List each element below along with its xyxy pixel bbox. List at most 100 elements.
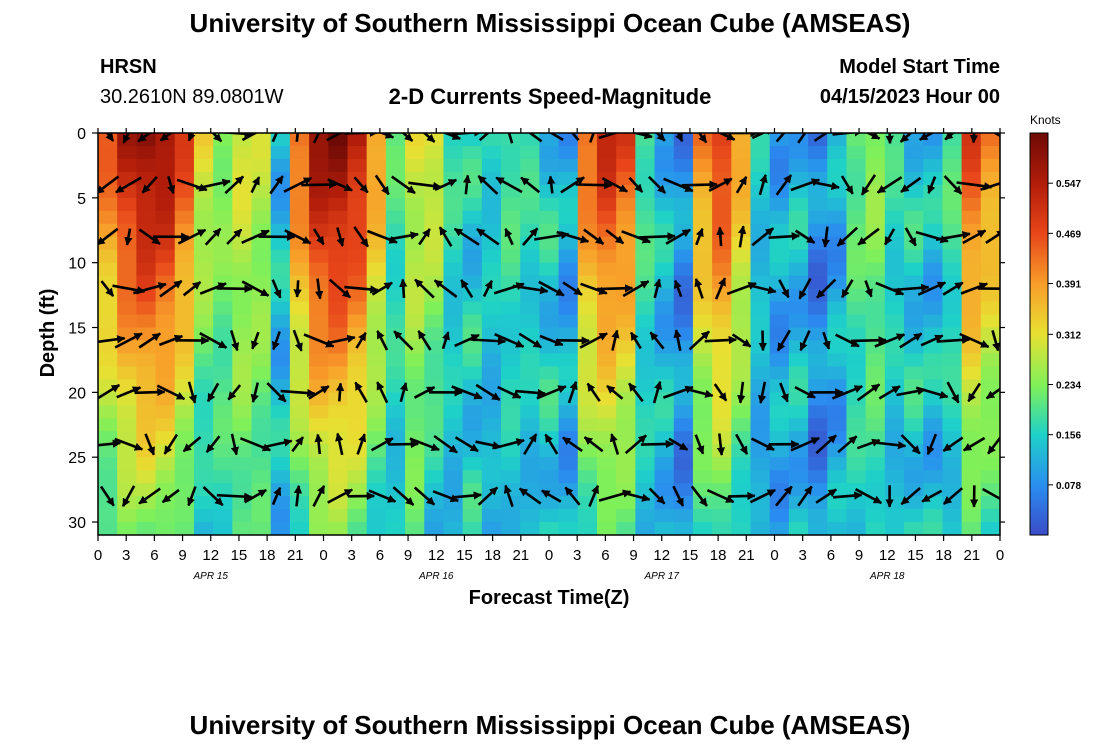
heat-cell	[788, 210, 809, 225]
heat-cell	[481, 379, 502, 393]
current-vector-arrow	[714, 277, 727, 300]
current-vector-arrow	[475, 383, 501, 401]
heat-cell	[654, 353, 675, 368]
heat-cell	[309, 133, 329, 147]
heat-cell	[481, 184, 502, 199]
heat-cell	[596, 301, 617, 316]
current-vector-arrow	[794, 229, 816, 244]
current-vector-arrow	[418, 228, 431, 246]
heat-cell	[539, 522, 560, 535]
heat-cell	[213, 197, 233, 212]
heat-cell	[692, 327, 713, 342]
heat-cell	[539, 405, 560, 419]
current-vector-arrow	[226, 228, 243, 245]
current-vector-arrow	[515, 388, 546, 398]
heat-cell	[692, 353, 713, 368]
current-vector-arrow	[366, 229, 398, 244]
heat-cell	[923, 158, 944, 173]
heat-cell	[865, 210, 886, 225]
heat-cell	[213, 418, 233, 432]
x-tick-label: 3	[122, 547, 130, 564]
y-tick-label: 20	[68, 385, 86, 402]
heat-cell	[193, 275, 214, 290]
current-vector-arrow	[205, 435, 221, 454]
heat-cell	[980, 470, 1000, 484]
heat-cell	[577, 392, 598, 406]
heat-cell	[654, 470, 675, 484]
heat-cell	[923, 301, 944, 316]
x-tick-label: 6	[376, 547, 384, 564]
heat-cell	[827, 496, 848, 510]
current-vector-arrow	[116, 386, 142, 399]
current-vector-arrow	[621, 230, 651, 244]
heat-cell	[942, 353, 963, 368]
heat-cell	[904, 483, 924, 497]
heat-cell	[846, 158, 867, 173]
heat-cell	[328, 301, 349, 316]
current-vector-arrow	[187, 486, 197, 507]
heat-cell	[405, 366, 425, 380]
heat-cell	[385, 366, 406, 380]
colorbar-tick-label: 0.391	[1056, 280, 1081, 291]
heat-cell	[904, 418, 924, 432]
heat-cell	[923, 184, 944, 199]
current-vector-arrow	[216, 284, 253, 293]
current-vector-arrow	[115, 176, 142, 194]
heat-cell	[155, 405, 176, 419]
heat-cell	[577, 184, 598, 199]
heat-cell	[155, 431, 176, 445]
heat-cell	[635, 158, 656, 173]
heat-cell	[462, 236, 483, 251]
heat-cell	[788, 509, 809, 523]
heat-cell	[501, 301, 521, 316]
heat-cell	[366, 405, 387, 419]
current-vector-arrow	[935, 230, 971, 241]
heat-cell	[347, 366, 368, 380]
current-vector-arrow	[99, 485, 115, 507]
heat-cell	[596, 366, 617, 380]
heat-cell	[692, 249, 713, 264]
heat-cell	[481, 522, 502, 535]
heat-cell	[328, 314, 349, 329]
heat-cell	[366, 431, 387, 445]
heat-cell	[731, 314, 752, 329]
heat-cell	[865, 470, 886, 484]
current-vector-arrow	[816, 278, 837, 299]
heat-cell	[328, 379, 349, 393]
heat-cell	[827, 470, 848, 484]
heat-cell	[827, 522, 848, 535]
current-vector-arrow	[182, 280, 202, 297]
heat-cell	[213, 314, 233, 329]
heat-cell	[865, 249, 886, 264]
heat-cell	[385, 457, 406, 471]
heat-cell	[635, 392, 656, 406]
current-vector-arrow	[944, 133, 956, 141]
heat-cell	[117, 314, 137, 329]
heat-cell	[904, 340, 924, 355]
heat-cell	[558, 158, 579, 173]
heat-cell	[923, 288, 944, 303]
current-vector-arrow	[694, 434, 705, 455]
heat-cell	[788, 392, 809, 406]
current-vector-arrow	[956, 181, 993, 191]
heat-cell	[827, 249, 848, 264]
heat-cell	[961, 483, 982, 497]
heat-cell	[347, 249, 368, 264]
current-vector-arrow	[681, 180, 718, 189]
current-vector-arrow	[507, 133, 514, 144]
heat-cell	[865, 133, 886, 147]
heat-cell	[884, 392, 905, 406]
heat-cell	[923, 392, 944, 406]
heat-cell	[961, 457, 982, 471]
heat-cell	[270, 392, 291, 406]
heat-cell	[385, 223, 406, 238]
heat-cell	[347, 210, 368, 225]
heat-cell	[616, 197, 636, 212]
heat-cell	[251, 366, 272, 380]
heat-cell	[136, 249, 157, 264]
heat-cell	[385, 444, 406, 458]
heat-cell	[98, 145, 118, 160]
heat-cell	[405, 158, 425, 173]
x-tick-label: 6	[150, 547, 158, 564]
heat-cell	[923, 379, 944, 393]
